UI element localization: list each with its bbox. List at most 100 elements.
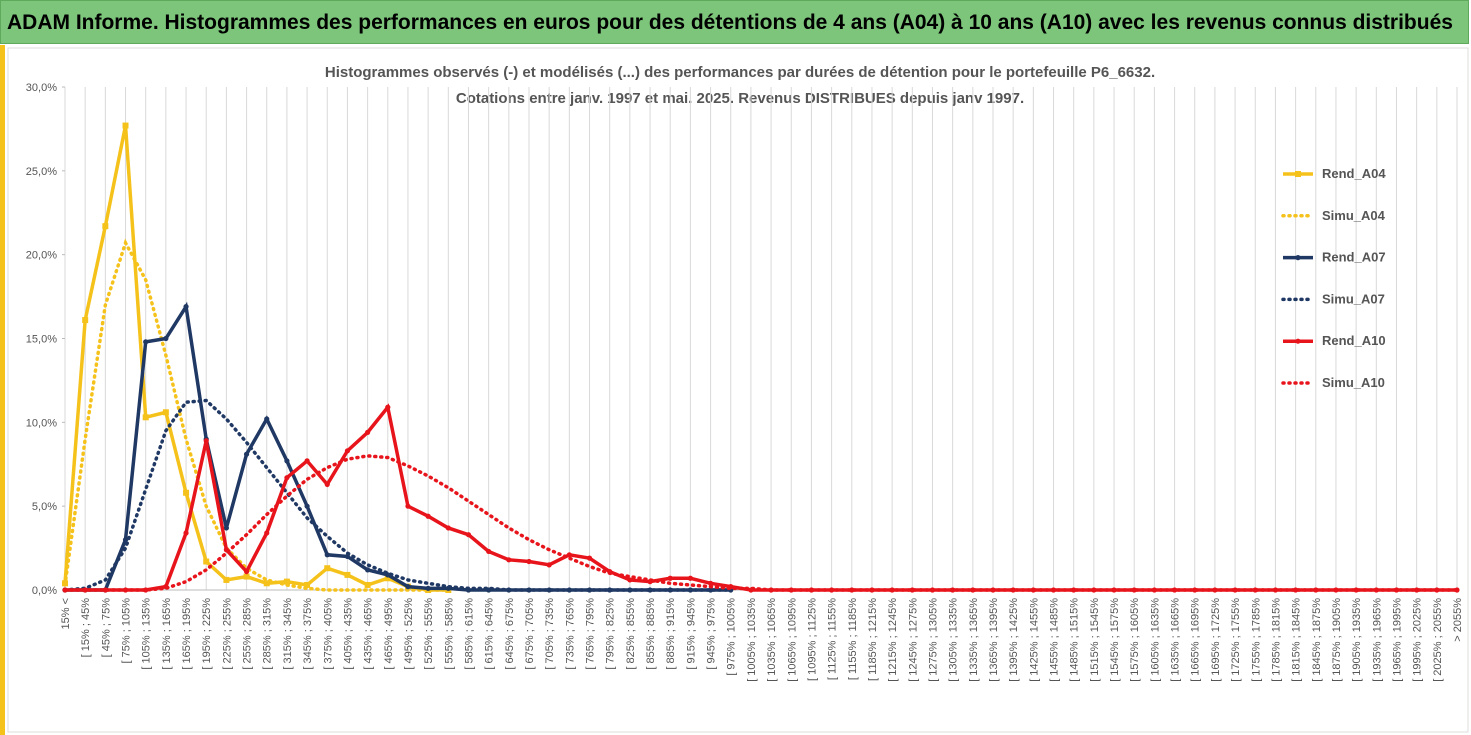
x-tick-label: [ 45% ; 75% (100, 598, 112, 658)
x-tick-label: [ 915% ; 945% (685, 598, 697, 670)
point (546, 562, 552, 568)
point (405, 584, 411, 590)
point (344, 571, 351, 578)
legend-marker (1295, 171, 1301, 177)
point (264, 416, 270, 422)
legend-label: Rend_A04 (1322, 166, 1386, 181)
x-tick-label: [ 105% ; 135% (141, 598, 153, 670)
chart-title: Histogrammes observés (-) et modélisés (… (325, 64, 1155, 81)
x-tick-label: [ 1005% ; 1035% (746, 598, 758, 682)
point (162, 409, 169, 416)
x-tick-label: [ 1965% ; 1995% (1391, 598, 1403, 682)
point (365, 567, 371, 573)
point (243, 568, 250, 575)
x-tick-label: [ 1485% ; 1515% (1069, 598, 1081, 682)
x-tick-label: [ 1125% ; 1155% (827, 598, 839, 680)
point (425, 585, 431, 591)
point (506, 557, 512, 563)
x-tick-label: [ 885% ; 915% (665, 598, 677, 670)
point (384, 575, 391, 582)
left-strip (0, 45, 5, 735)
x-tick-label: [ 645% ; 675% (504, 598, 516, 670)
series-line (63, 125, 449, 592)
x-tick-label: [ 1515% ; 1545% (1089, 598, 1101, 682)
point (203, 438, 209, 444)
point (385, 404, 391, 410)
series-line (63, 238, 451, 592)
point (122, 122, 129, 129)
point (143, 339, 149, 345)
y-tick-label: 30,0% (26, 82, 57, 94)
point (667, 575, 673, 581)
x-tick-label: [ 1695% ; 1725% (1210, 598, 1222, 682)
legend-label: Simu_A10 (1322, 375, 1385, 390)
legend-label: Simu_A04 (1322, 208, 1386, 223)
point (445, 525, 451, 531)
x-tick-label: [ 1665% ; 1695% (1190, 598, 1202, 682)
x-tick-label: [ 975% ; 1005% (726, 598, 738, 676)
x-tick-label: [ 1725% ; 1755% (1230, 598, 1242, 682)
x-tick-label: [ 495% ; 525% (403, 598, 415, 670)
x-tick-label: [ 1575% ; 1605% (1129, 598, 1141, 682)
header-title: ADAM Informe. Histogrammes des performan… (0, 0, 1469, 44)
x-tick-label: [ 825% ; 855% (625, 598, 637, 670)
x-tick-label: [ 1335% ; 1365% (968, 598, 980, 682)
x-tick-label: [ 1815% ; 1845% (1291, 598, 1303, 682)
x-tick-label: [ 1095% ; 1125% (806, 598, 818, 681)
x-tick-label: [ 1905% ; 1935% (1351, 598, 1363, 682)
x-tick-label: [ 795% ; 825% (605, 598, 617, 670)
point (183, 530, 189, 536)
x-tick-label: [ 1845% ; 1875% (1311, 598, 1323, 682)
y-tick-label: 0,0% (32, 585, 57, 597)
x-tick-label: [ 1635% ; 1665% (1170, 598, 1182, 682)
point (203, 558, 210, 565)
point (183, 304, 189, 310)
legend-label: Rend_A10 (1322, 333, 1386, 348)
point (284, 475, 290, 481)
point (243, 573, 250, 580)
point (163, 335, 169, 342)
point (304, 581, 311, 588)
point (425, 513, 431, 519)
point (486, 548, 492, 555)
legend-label: Rend_A07 (1322, 250, 1386, 265)
x-tick-label: [ 1215% ; 1245% (887, 598, 899, 682)
x-tick-label: [ 855% ; 885% (645, 598, 657, 670)
x-tick-label: [ 405% ; 435% (342, 598, 354, 670)
point (122, 537, 129, 543)
point (243, 451, 250, 457)
x-tick-label: [ 135% ; 165% (161, 598, 173, 670)
y-tick-label: 25,0% (26, 166, 57, 178)
point (223, 525, 229, 531)
point (707, 580, 714, 586)
x-tick-label: [ 1365% ; 1395% (988, 598, 1000, 682)
y-tick-label: 20,0% (26, 250, 57, 262)
point (687, 575, 693, 581)
x-tick-label: [ 1275% ; 1305% (927, 598, 939, 682)
point (102, 223, 109, 230)
x-tick-label: [ 1605% ; 1635% (1149, 598, 1161, 682)
point (284, 458, 290, 464)
x-tick-label: [ 555% ; 585% (443, 598, 455, 670)
x-tick-label: [ 1395% ; 1425% (1008, 598, 1020, 682)
x-tick-label: [ 255% ; 285% (242, 598, 254, 670)
x-tick-label: [ 675% ; 705% (524, 598, 536, 670)
point (324, 565, 331, 572)
x-tick-label: [ 75% ; 105% (121, 598, 133, 664)
x-tick-label: [ 945% ; 975% (706, 598, 718, 670)
point (465, 532, 472, 538)
series-line (63, 398, 733, 592)
point (82, 317, 89, 324)
x-tick-label: [ 735% ; 765% (564, 598, 576, 670)
y-tick-label: 5,0% (32, 501, 57, 513)
x-tick-label: [ 15% ; 45% (80, 598, 92, 658)
point (364, 581, 371, 588)
x-tick-label: [ 345% ; 375% (302, 598, 314, 670)
y-tick-label: 15,0% (26, 334, 57, 346)
point (526, 558, 532, 565)
x-tick-label: [ 765% ; 795% (585, 598, 597, 670)
x-tick-label: [ 1785% ; 1815% (1270, 598, 1282, 682)
point (627, 577, 633, 583)
x-tick-label: [ 315% ; 345% (282, 598, 294, 670)
